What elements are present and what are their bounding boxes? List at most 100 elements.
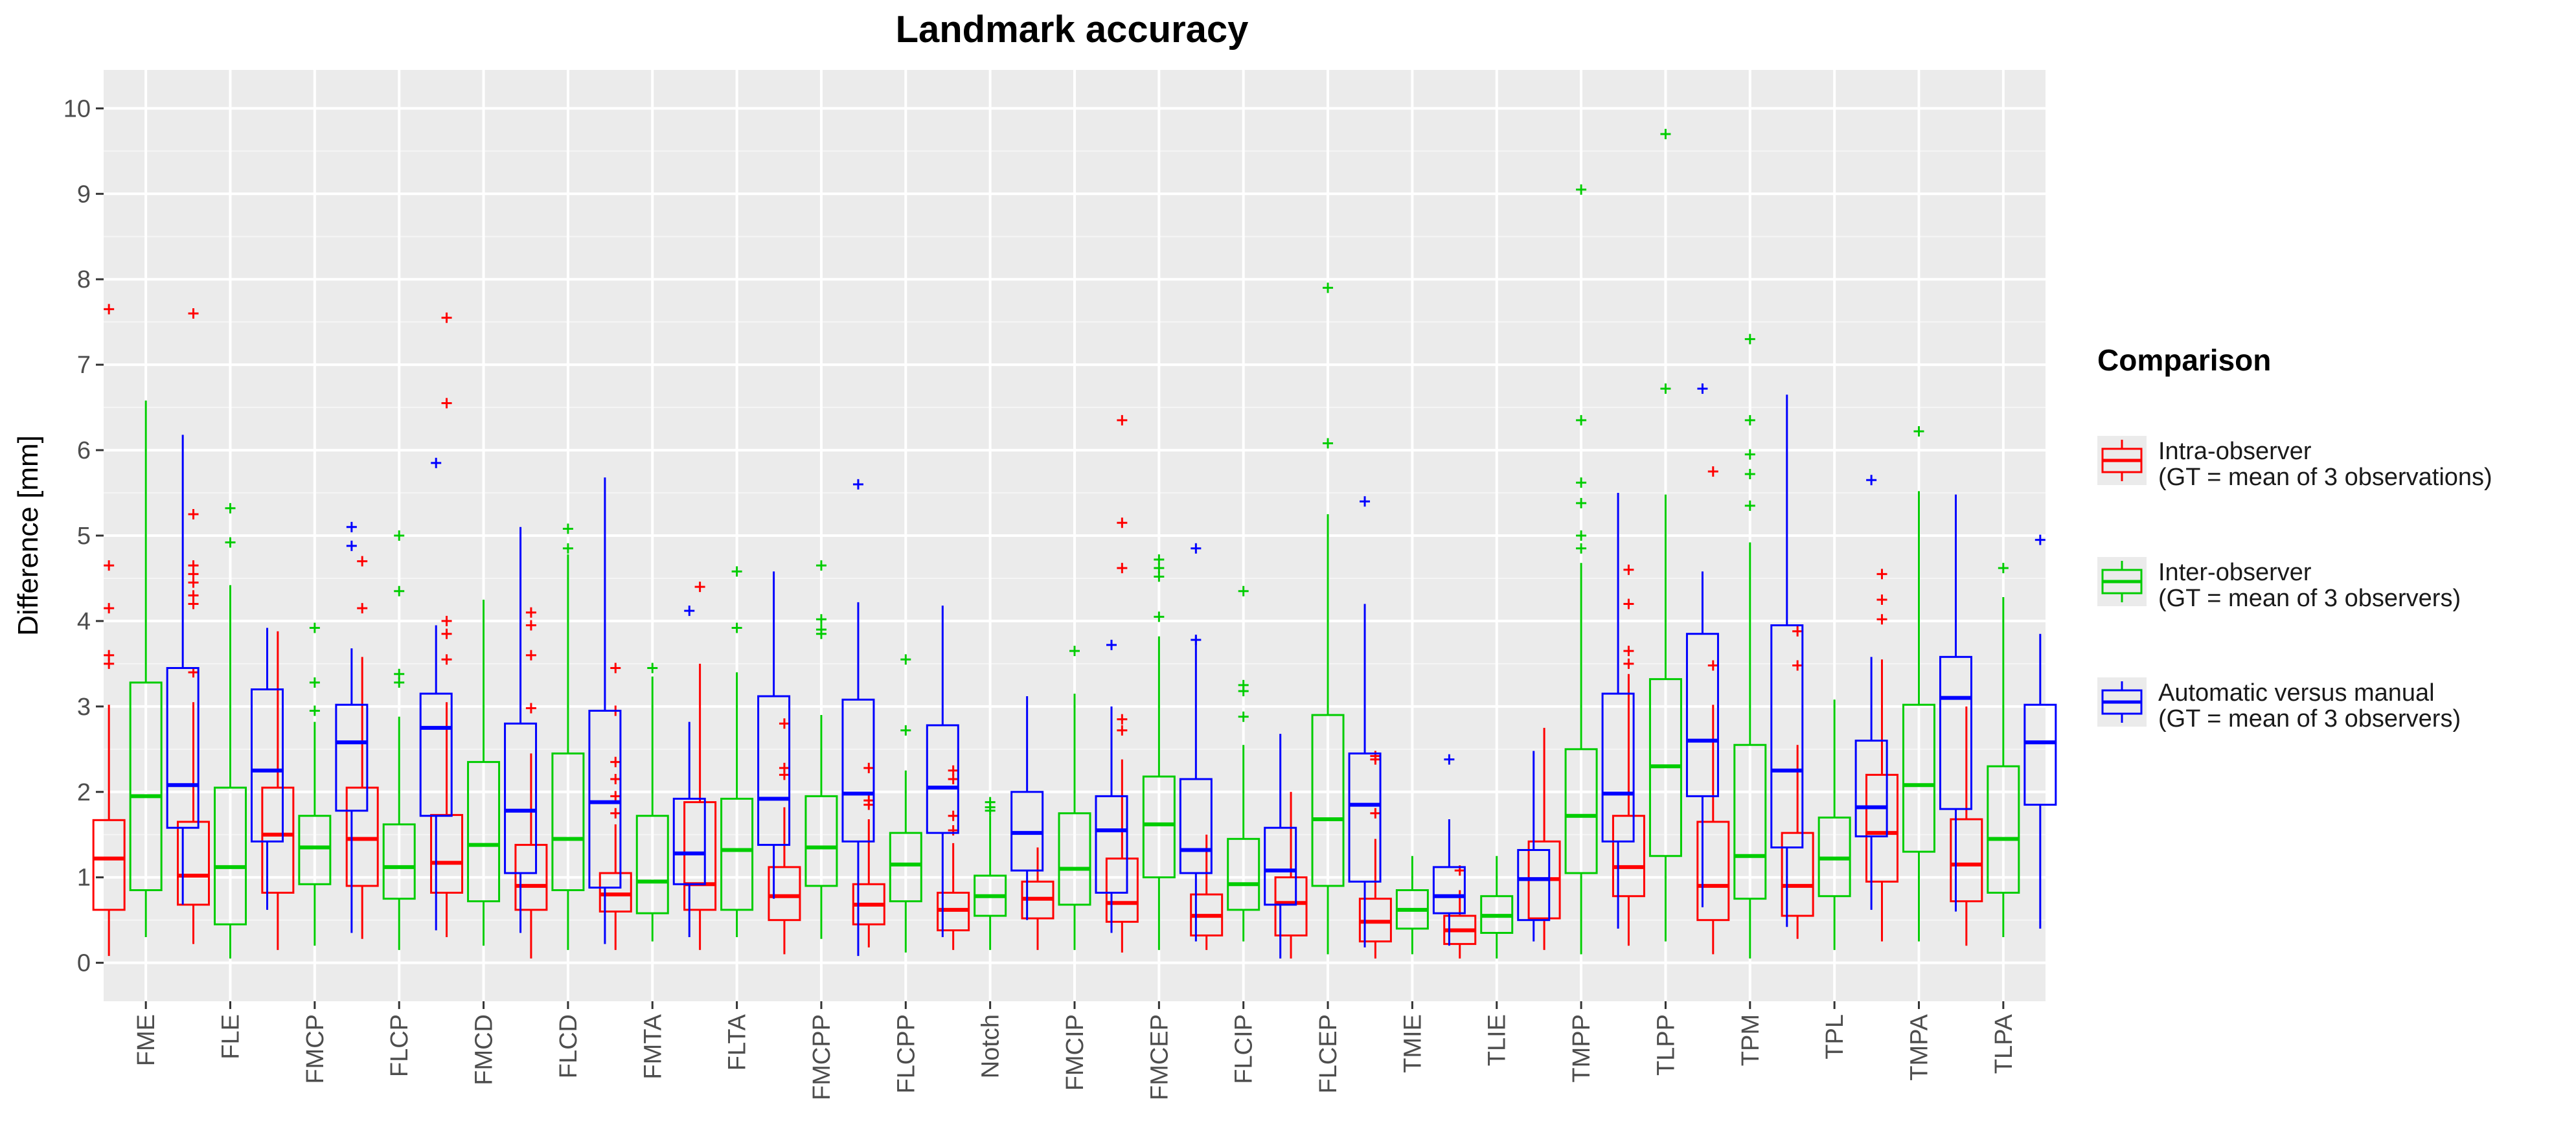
legend-label: Automatic versus manual [2158,679,2435,707]
y-tick-label: 10 [63,95,91,122]
outlier-point [1576,530,1587,541]
outlier-point [647,663,658,674]
outlier-point [610,663,621,674]
boxplot [1179,543,1213,942]
boxplot [504,527,538,933]
outlier-point [1623,646,1634,657]
outlier-point [394,668,405,679]
box [720,797,754,911]
box [1348,752,1382,883]
boxplot [588,477,622,944]
box [214,786,247,925]
box [2023,703,2057,806]
boxplot [635,663,669,942]
outlier-point [104,603,115,614]
box [335,703,369,812]
outlier-point [900,725,911,736]
outlier-point [104,560,115,571]
outlier-point [441,628,452,639]
boxplot [1865,569,1898,942]
outlier-point [525,607,536,618]
outlier-point [188,308,199,319]
outlier-point [1744,334,1755,345]
y-axis: 0 1 2 3 4 5 6 7 8 9 10 [63,95,104,977]
x-tick-label: FLCD [555,1014,582,1078]
outlier-point [441,398,452,409]
x-tick-label: FLTA [724,1014,751,1071]
box [768,866,801,922]
outlier-point [1238,711,1249,722]
outlier-point [441,654,452,665]
boxplot [1395,856,1429,955]
outlier-point [309,677,320,688]
x-tick-label: TPM [1737,1014,1764,1066]
outlier-point [1660,128,1671,139]
outlier-point [1191,634,1202,645]
outlier-point [525,650,536,661]
outlier-point [1744,500,1755,511]
x-tick-label: FMCEP [1146,1014,1173,1100]
outlier-point [731,566,742,577]
boxplot [1432,754,1466,946]
boxplot [129,400,163,938]
box [177,821,211,906]
x-tick-label: FLCIP [1231,1014,1258,1084]
outlier-point [985,797,996,808]
box [467,761,501,903]
boxplots [92,128,2057,959]
outlier-point [1623,658,1634,669]
boxplot [757,571,791,899]
boxplot [1274,791,1308,959]
outlier-point [610,808,621,819]
box [683,801,717,911]
outlier-point [1576,477,1587,488]
outlier-point [1444,754,1455,765]
boxplot [841,479,875,957]
outlier-point [610,791,621,802]
outlier-point [562,523,573,534]
boxplot [1058,646,1091,950]
box [1142,775,1176,879]
boxplot [166,435,199,905]
box [92,819,126,911]
outlier-point [1866,475,1877,486]
outlier-point [1998,563,2009,574]
box [1564,748,1598,874]
box [1601,692,1635,843]
boxplot [551,523,585,950]
boxplot [1902,426,1935,942]
outlier-point [431,457,442,468]
boxplot [335,521,369,933]
box [1612,815,1645,898]
legend-item: Automatic versus manual(GT = mean of 3 o… [2097,677,2461,732]
box [1696,821,1730,922]
outlier-point [225,537,236,548]
boxplot [298,622,332,946]
box [504,722,538,874]
boxplot [1854,475,1888,910]
boxplot [1564,184,1598,955]
boxplot [1264,734,1297,959]
x-tick-label: Notch [977,1014,1005,1078]
outlier-point [815,624,826,635]
box [804,795,838,887]
box [1227,837,1260,911]
outlier-point [2035,534,2046,545]
legend-title: Comparison [2097,343,2271,377]
boxplot [1348,496,1382,947]
outlier-point [684,606,695,617]
y-axis-title: Difference [mm] [12,435,44,636]
outlier-point [309,622,320,633]
boxplot [1480,856,1514,959]
box [672,797,706,885]
x-tick-label: TLPA [1990,1014,2018,1074]
outlier-point [1370,808,1381,819]
x-tick-label: TLPP [1652,1014,1680,1076]
box [1311,714,1345,887]
box [1105,857,1139,923]
outlier-point [1576,497,1587,508]
x-tick-label: TPL [1821,1014,1849,1060]
boxplot [251,628,284,910]
boxplot [1781,626,1814,939]
outlier-point [863,762,874,773]
